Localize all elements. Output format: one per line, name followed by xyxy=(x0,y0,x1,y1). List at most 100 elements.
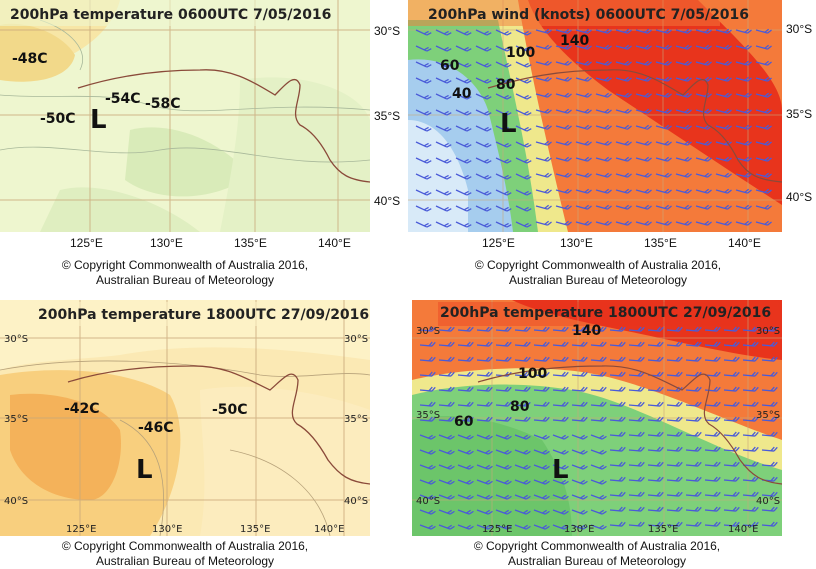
wind-barb-icon xyxy=(715,156,732,162)
wind-barb-icon xyxy=(514,524,531,530)
wind-barb-icon xyxy=(415,109,432,116)
wind-barb-icon xyxy=(435,77,452,84)
wind-barb-icon xyxy=(475,189,492,196)
wind-barb-icon xyxy=(615,188,632,194)
wind-barb-icon xyxy=(475,61,492,68)
wind-barb-icon xyxy=(647,491,664,497)
wind-barb-icon xyxy=(455,141,472,148)
wind-barb-icon xyxy=(704,386,721,392)
wind-barb-icon xyxy=(761,461,778,467)
wind-barb-icon xyxy=(571,356,588,362)
wind-barb-icon xyxy=(495,93,512,100)
panel-title: 200hPa temperature 1800UTC 27/09/2016 xyxy=(440,305,771,321)
wind-barb-icon xyxy=(419,401,436,407)
wind-barb-icon xyxy=(533,509,550,515)
wind-barb-icon xyxy=(590,326,607,332)
wind-barb-icon xyxy=(535,156,552,162)
wind-barb-icon xyxy=(535,172,552,178)
wind-barb-icon xyxy=(655,204,672,210)
wind-barb-icon xyxy=(455,29,472,36)
wind-barb-icon xyxy=(755,60,772,66)
wind-label-40: 40 xyxy=(452,86,472,102)
wind-barb-icon xyxy=(552,416,569,422)
wind-barb-icon xyxy=(435,125,452,132)
wind-barb-icon xyxy=(590,509,607,515)
wind-barb-icon xyxy=(628,431,645,437)
wind-barb-icon xyxy=(723,341,740,347)
wind-barb-icon xyxy=(628,506,645,512)
wind-barb-icon xyxy=(476,371,493,377)
wind-barb-icon xyxy=(615,108,632,114)
wind-barb-icon xyxy=(571,371,588,377)
wind-barb-icon xyxy=(609,386,626,392)
wind-barb-icon xyxy=(455,125,472,132)
wind-barb-icon xyxy=(695,204,712,210)
wind-barb-icon xyxy=(438,371,455,377)
lon-tick: 125°E xyxy=(66,524,96,535)
wind-barb-icon xyxy=(575,204,592,210)
wind-barb-icon xyxy=(535,204,552,210)
lat-tick: 30°S xyxy=(374,24,401,38)
wind-barb-icon xyxy=(590,464,607,470)
wind-barb-icon xyxy=(628,401,645,407)
wind-barb-icon xyxy=(438,326,455,332)
copyright-note: © Copyright Commonwealth of Australia 20… xyxy=(473,539,721,568)
wind-barb-icon xyxy=(742,506,759,512)
wind-barb-icon xyxy=(415,45,432,52)
temp-label-46: -46C xyxy=(138,420,174,436)
wind-barb-icon xyxy=(455,189,472,196)
wind-barb-icon xyxy=(655,108,672,114)
wind-barb-icon xyxy=(457,494,474,500)
lat-tick: 35°S xyxy=(344,414,368,425)
wind-barb-icon xyxy=(438,401,455,407)
wind-barb-icon xyxy=(535,44,552,50)
wind-barb-icon xyxy=(552,341,569,347)
wind-barb-icon xyxy=(555,204,572,210)
wind-barb-icon xyxy=(735,76,752,82)
wind-barb-icon xyxy=(590,386,607,392)
wind-barb-icon xyxy=(552,524,569,530)
wind-barb-icon xyxy=(723,491,740,497)
wind-barb-icon xyxy=(761,521,778,527)
wind-barb-icon xyxy=(735,60,752,66)
lat-tick: 40°S xyxy=(344,496,368,507)
wind-barb-icon xyxy=(755,204,772,210)
wind-barb-icon xyxy=(647,446,664,452)
wind-barb-icon xyxy=(742,461,759,467)
wind-barb-icon xyxy=(555,108,572,114)
wind-barb-icon xyxy=(595,204,612,210)
wind-barb-icon xyxy=(476,416,493,422)
wind-barb-icon xyxy=(742,416,759,422)
wind-barb-icon xyxy=(609,341,626,347)
wind-barb-icon xyxy=(476,509,493,515)
wind-barb-icon xyxy=(455,45,472,52)
wind-barb-icon xyxy=(647,401,664,407)
wind-barb-icon xyxy=(435,61,452,68)
wind-barb-icon xyxy=(555,188,572,194)
wind-barb-icon xyxy=(419,341,436,347)
wind-barb-icon xyxy=(438,524,455,530)
wind-barb-icon xyxy=(555,140,572,146)
wind-barb-icon xyxy=(595,108,612,114)
wind-barb-icon xyxy=(704,476,721,482)
wind-barb-icon xyxy=(635,156,652,162)
wind-barb-icon xyxy=(555,92,572,98)
wind-barb-icon xyxy=(415,157,432,164)
wind-barb-icon xyxy=(675,172,692,178)
wind-barb-icon xyxy=(495,341,512,347)
wind-barb-icon xyxy=(515,125,532,132)
wind-barb-icon xyxy=(647,521,664,527)
wind-barb-icon xyxy=(435,29,452,36)
wind-barb-icon xyxy=(455,109,472,116)
wind-barb-icon xyxy=(609,356,626,362)
wind-barb-icon xyxy=(735,220,752,226)
wind-barb-icon xyxy=(438,341,455,347)
wind-barb-icon xyxy=(455,157,472,164)
wind-barb-icon xyxy=(647,341,664,347)
wind-barb-icon xyxy=(552,386,569,392)
wind-barb-icon xyxy=(666,401,683,407)
wind-barb-icon xyxy=(533,494,550,500)
wind-barb-icon xyxy=(495,401,512,407)
wind-barb-icon xyxy=(457,416,474,422)
wind-barb-icon xyxy=(715,44,732,50)
